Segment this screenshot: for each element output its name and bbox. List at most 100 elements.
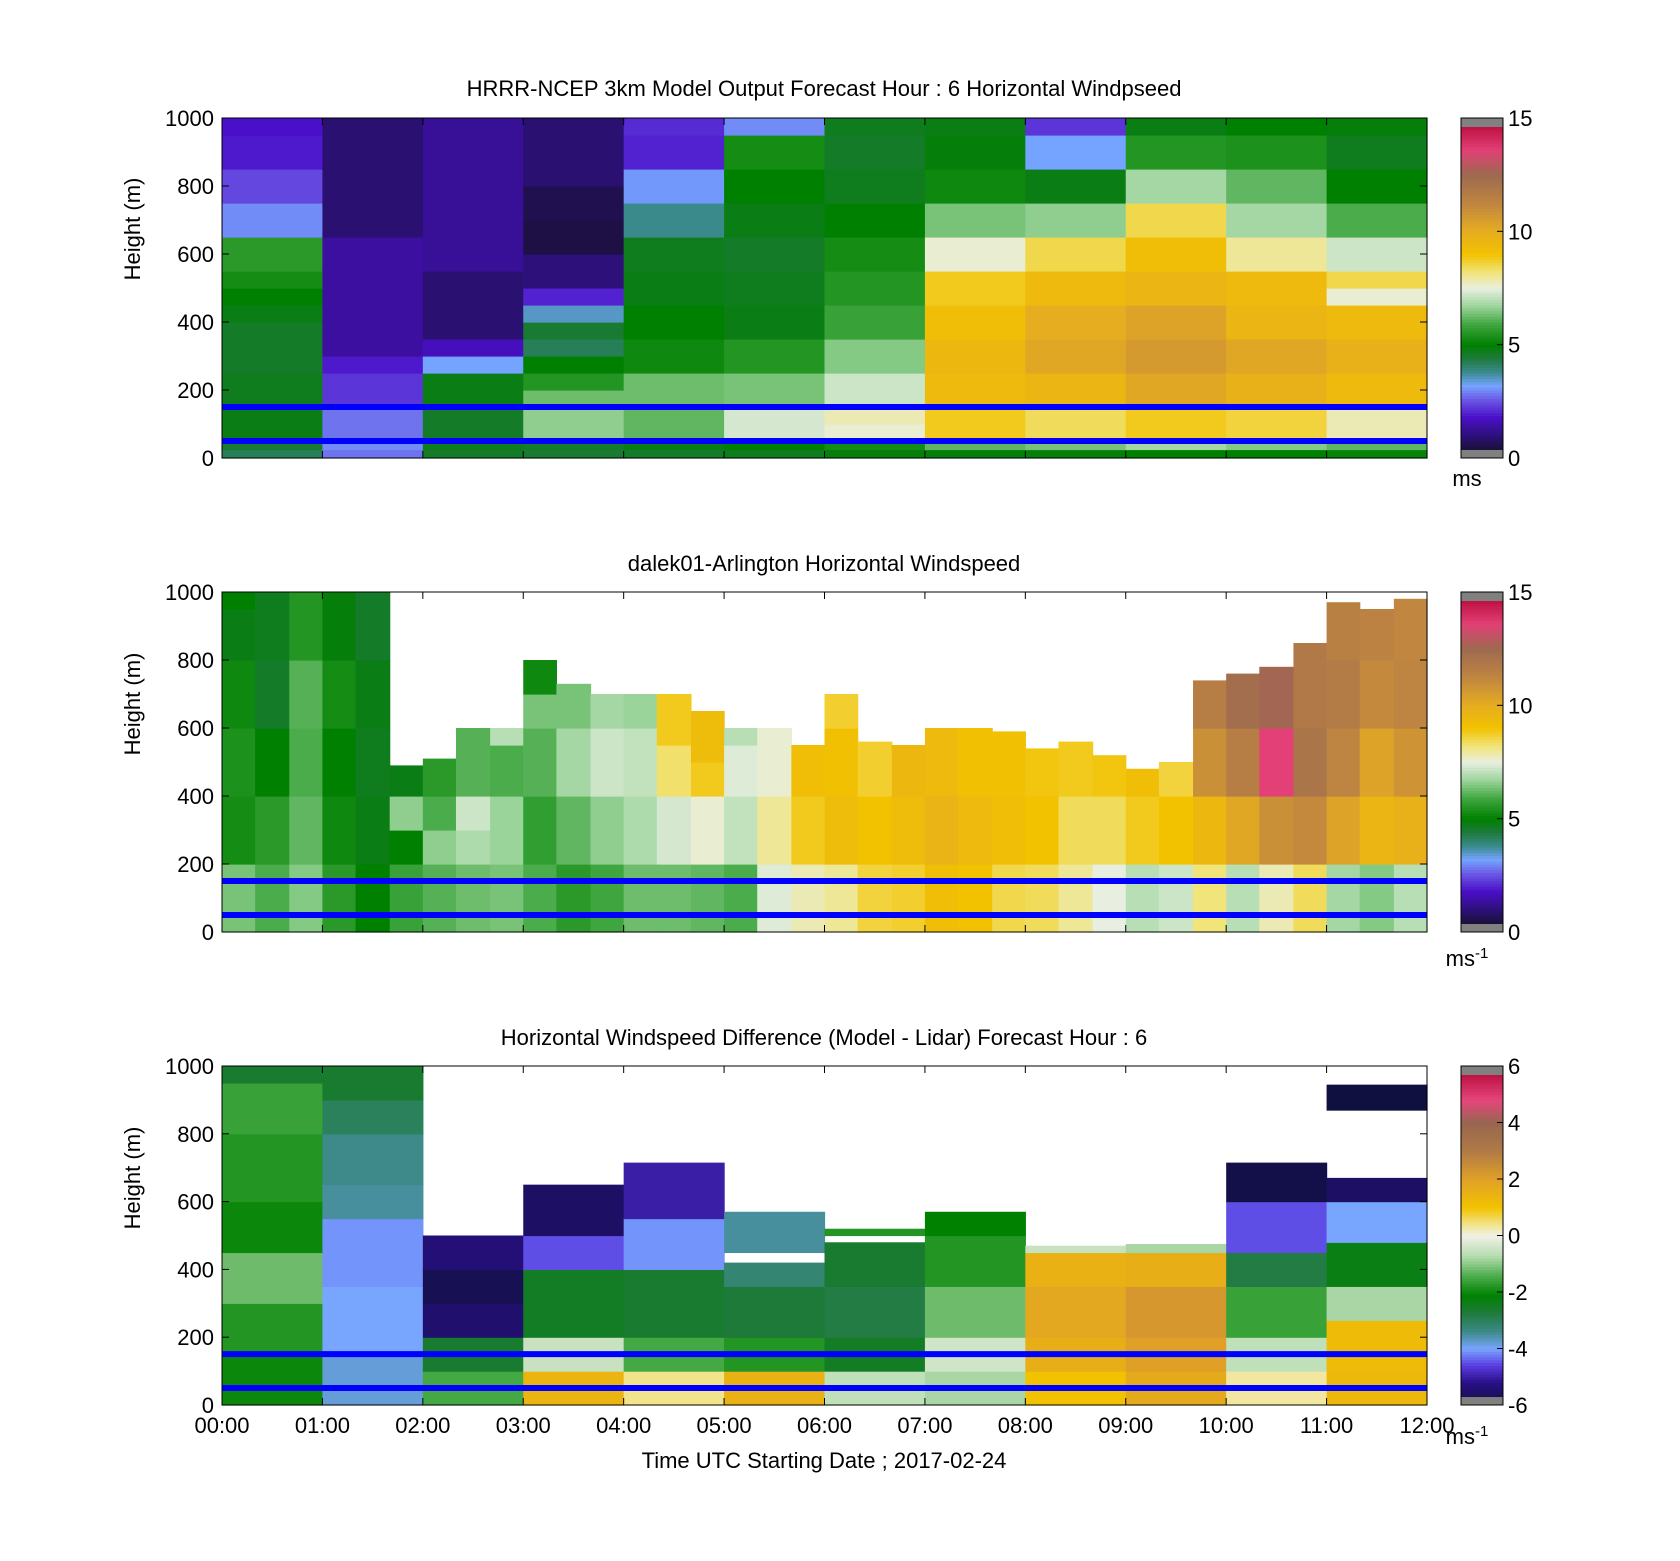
colorbar-segment [1461,1289,1503,1293]
colorbar-segment [1461,1340,1503,1344]
colorbar-segment [1461,395,1503,399]
heatmap-cell [1158,796,1194,865]
colorbar-segment [1461,1125,1503,1129]
colorbar-segment [1461,1108,1503,1112]
y-tick-label: 800 [177,1122,214,1147]
heatmap-cell [1025,796,1060,865]
colorbar-segment [1461,307,1503,312]
colorbar-segment [1461,1099,1503,1104]
heatmap-cell [824,118,926,136]
colorbar-segment [1461,1320,1503,1324]
x-tick-label: 08:00 [998,1413,1053,1438]
heatmap-cell [791,864,826,933]
heatmap-cell [924,728,959,797]
heatmap-cell [222,796,256,865]
heatmap-cell [924,305,1026,340]
heatmap-cell [490,728,524,746]
heatmap-cell [1125,768,1160,797]
heatmap-cell [1326,305,1428,340]
heatmap-cell [656,694,692,746]
colorbar-segment [1461,759,1503,763]
colorbar-segment [1461,1255,1503,1259]
heatmap-cell [1293,796,1328,865]
heatmap-cell [724,745,758,797]
colorbar-tick-label: 0 [1508,446,1520,471]
colorbar-segment [1461,1354,1503,1358]
colorbar-segment [1461,722,1503,726]
heatmap-cell [924,1211,1026,1237]
heatmap-cell [222,203,324,238]
heatmap-cell [1193,796,1227,865]
heatmap-cell [222,1303,324,1355]
heatmap-cell [322,407,424,442]
colorbar-segment [1461,1260,1503,1265]
colorbar-segment [1461,892,1503,896]
heatmap-cell [1359,796,1395,865]
heatmap-cell [322,1066,424,1101]
colorbar-segment [1461,1204,1503,1208]
heatmap-cell [1125,305,1227,340]
colorbar-segment [1461,370,1503,374]
heatmap-cell [523,373,625,391]
heatmap-cell [1326,1201,1428,1243]
heatmap-cell [556,796,592,865]
colorbar-segment [1461,736,1503,740]
colorbar-segment [1461,1373,1503,1378]
colorbar-segment [1461,367,1503,371]
reference-lines [222,1351,1427,1392]
heatmap-cell [1393,598,1428,661]
colorbar-segment [1461,1275,1503,1279]
heatmap-cell [1125,135,1227,170]
heatmap-cell [1326,135,1428,170]
colorbar-segment [1461,1337,1503,1341]
colorbar-unit: ms-1 [1446,945,1489,972]
heatmap-cells [222,592,1428,933]
colorbar-segment [1461,1097,1503,1101]
heatmap-cell [523,407,625,442]
colorbar-segment [1461,742,1503,746]
heatmap-cell [222,305,324,323]
heatmap-cells [222,118,1428,459]
heatmap-cell [924,373,1026,408]
heatmap-cell [724,441,826,451]
colorbar-segment [1461,1308,1503,1313]
colorbar-segment [1461,1173,1503,1177]
colorbar-segment [1461,347,1503,351]
x-tick-label: 10:00 [1199,1413,1254,1438]
heatmap-cell [824,728,859,797]
y-tick-label: 200 [177,852,214,877]
heatmap-cell [355,592,391,661]
heatmap-cell [455,728,491,797]
colorbar-segment [1461,1371,1503,1375]
colorbar-segment [1461,628,1503,633]
heatmap-cell [1326,339,1428,374]
colorbar-segment [1461,1286,1503,1290]
colorbar-segment [1461,1116,1503,1121]
heatmap-cell [623,441,725,451]
heatmap-cell [322,1354,424,1406]
heatmap-cell [1226,407,1328,442]
heatmap-cell [523,339,625,357]
heatmap-cell [623,305,725,340]
colorbar-tick-label: 2 [1508,1167,1520,1192]
colorbar-segment [1461,745,1503,749]
colorbar-segment [1461,146,1503,150]
colorbar-segment [1461,705,1503,709]
heatmap-cell [1025,237,1127,272]
y-tick-label: 0 [202,1393,214,1418]
heatmap-cell [389,830,424,865]
heatmap-cell [523,728,557,797]
heatmap-cell [891,864,926,933]
colorbar-segment [1461,889,1503,893]
heatmap-cell [724,1262,826,1287]
heatmap-cell [824,373,926,408]
y-tick-label: 200 [177,378,214,403]
colorbar-segment [1461,1212,1503,1217]
colorbar-tick-label: -6 [1508,1393,1528,1418]
colorbar-segment [1461,592,1503,596]
colorbar-segment [1461,679,1503,684]
heatmap-cell [1058,864,1094,933]
colorbar-segment [1461,1235,1503,1239]
colorbar-segment [1461,384,1503,388]
heatmap-cell [1326,602,1361,661]
